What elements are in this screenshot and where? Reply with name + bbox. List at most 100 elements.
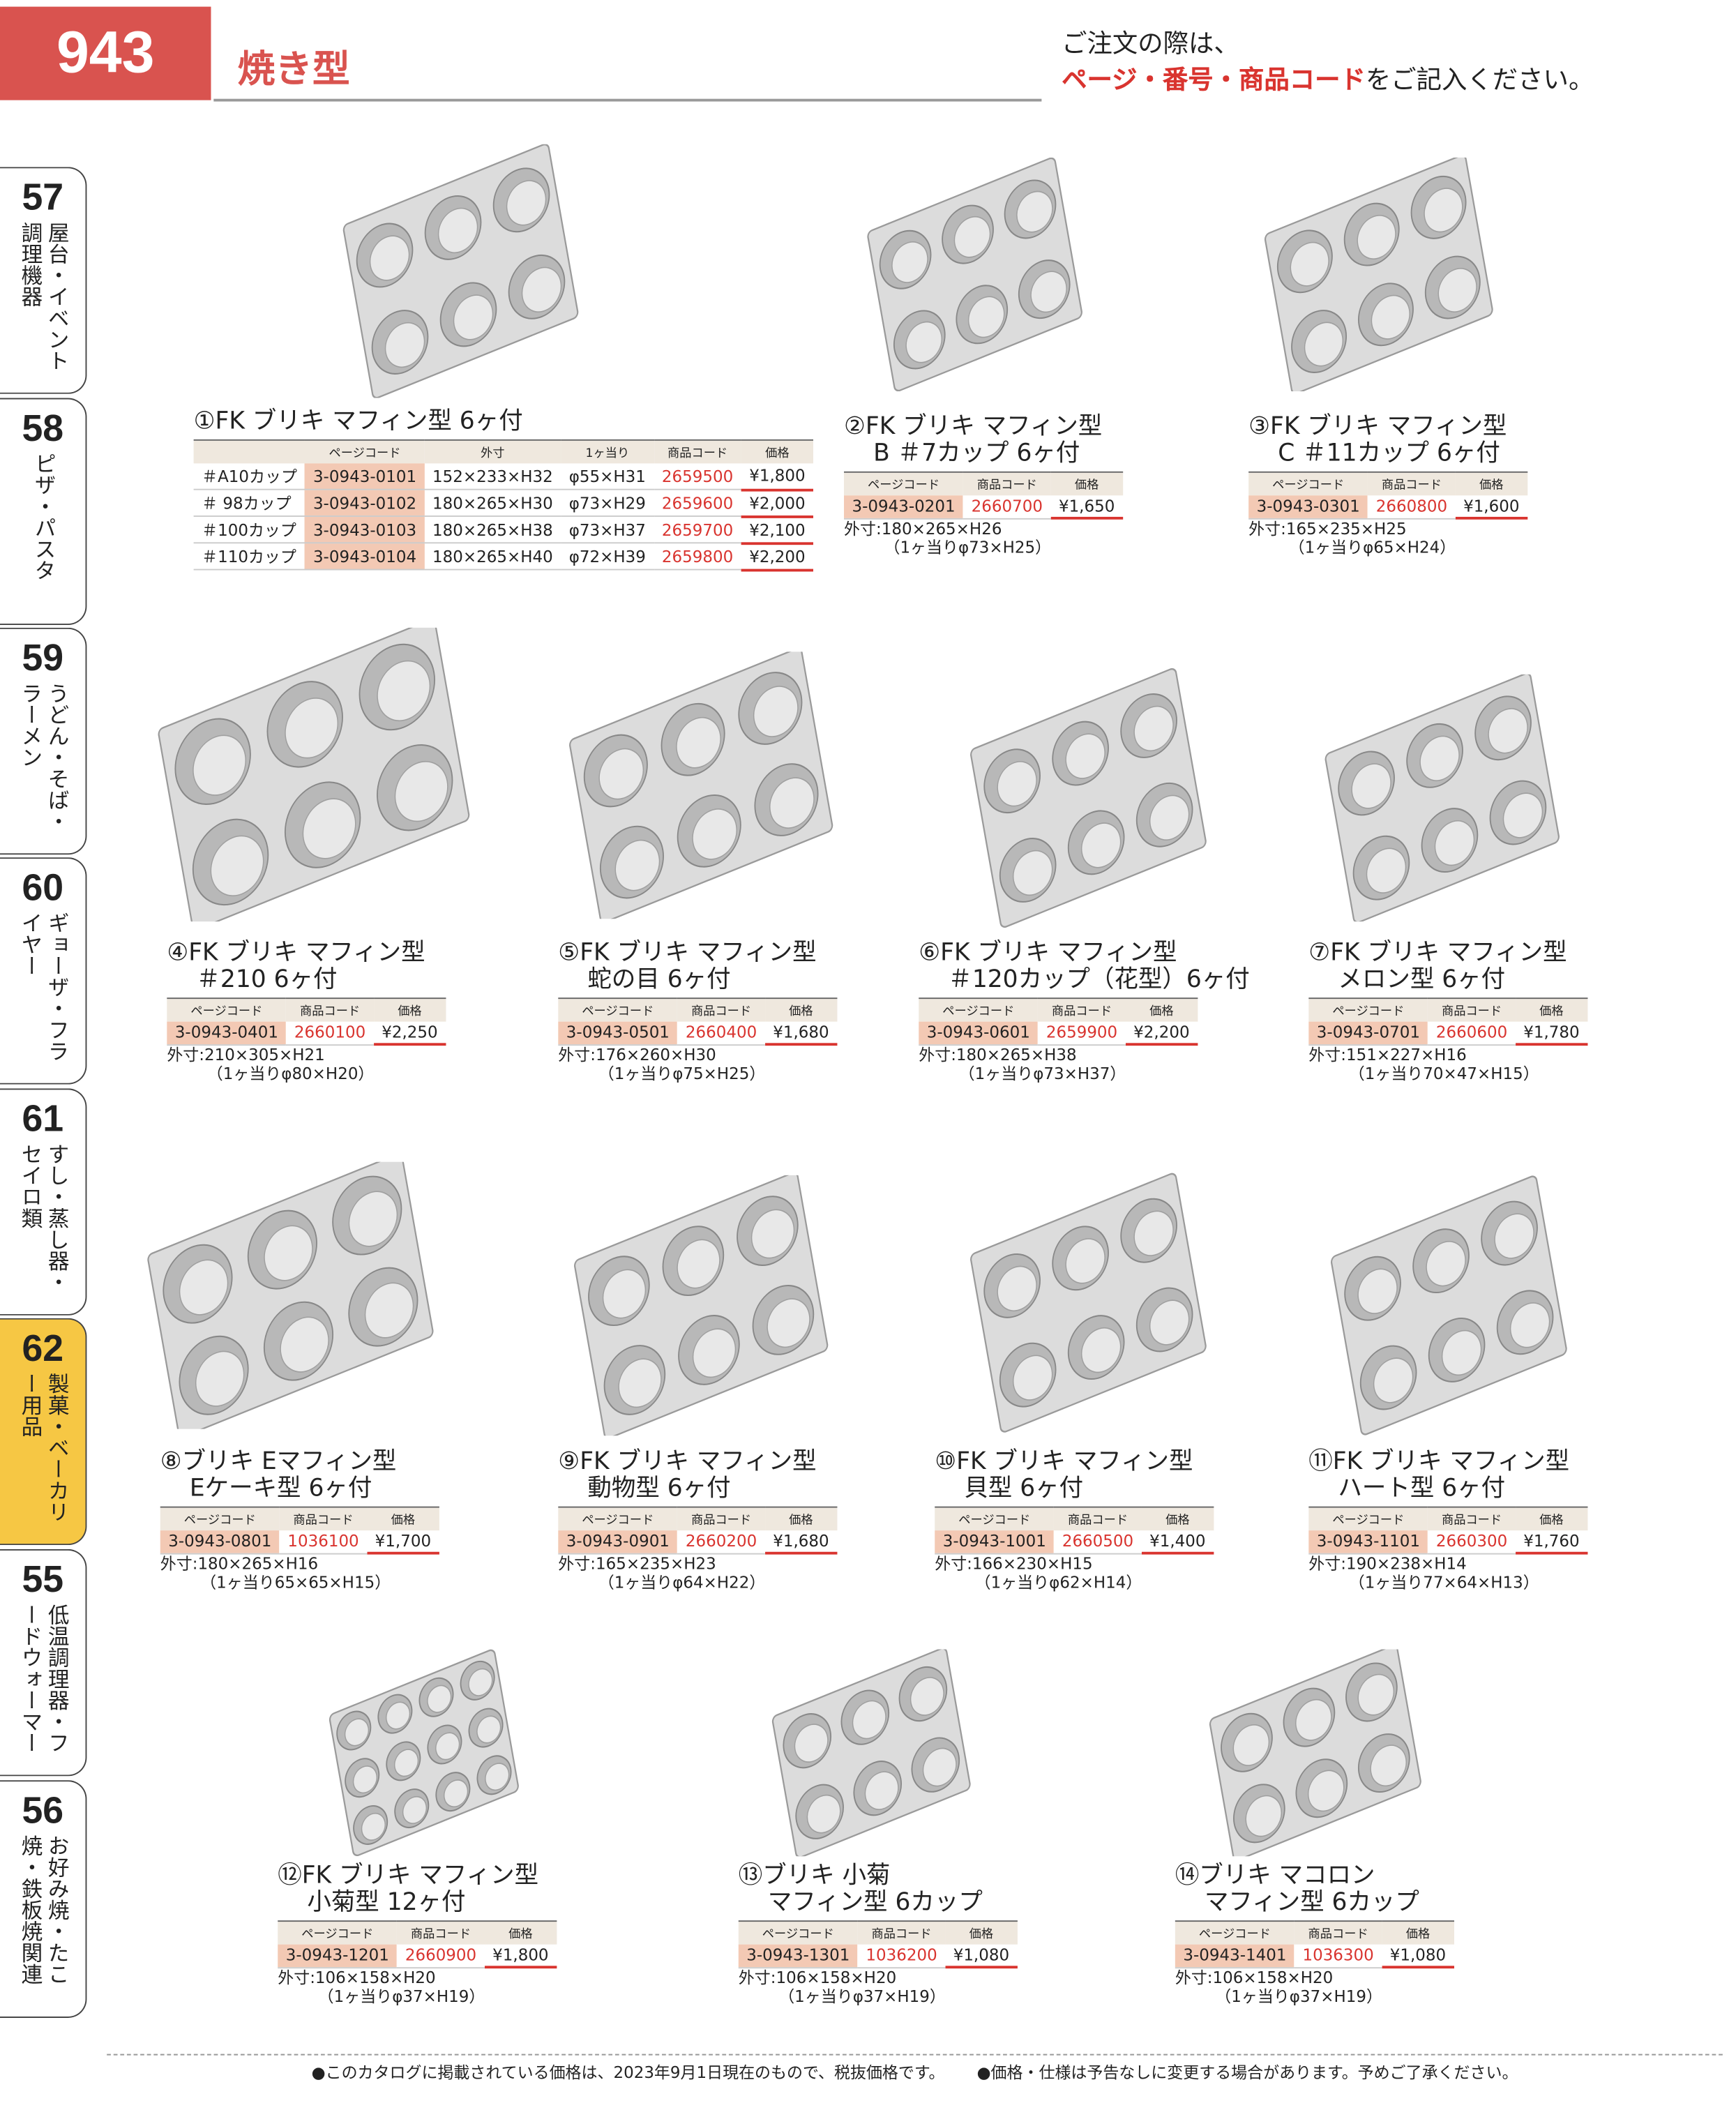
tab-label: 低温調理器・フードウォーマー xyxy=(17,1604,70,1754)
table-cell: 180×265×H30 xyxy=(424,489,561,517)
table-row: ＃ 98カップ 3-0943-0102 180×265×H30 φ73×H29 2659… xyxy=(193,489,814,518)
cup xyxy=(602,1269,647,1319)
cup xyxy=(997,1265,1037,1312)
product-title: マフィン型 6カップ xyxy=(1204,1888,1419,1917)
table-header: ページコード 商品コード 価格 xyxy=(1308,1506,1588,1531)
product-image xyxy=(970,1173,1207,1433)
cup xyxy=(1245,1795,1282,1837)
cup xyxy=(264,1225,313,1281)
product: ⑩FK ブリキ マフィン型 貝型 6ヶ付 ページコード 商品コード 価格 3-0943-1… xyxy=(935,1447,1214,1592)
dimensions: （1ヶ当りφ73×H37） xyxy=(958,1064,1126,1083)
price-table: ページコード 商品コード 価格 3-0943-0701 2660600 ¥1,780 xyxy=(1308,997,1588,1046)
side-tab: 62 製菓・ベーカリー用品 xyxy=(0,1318,87,1546)
cup xyxy=(692,808,737,860)
cup xyxy=(1065,1238,1105,1284)
header-cell: 価格 xyxy=(741,439,814,464)
table-row: 3-0943-1001 2660500 ¥1,400 xyxy=(935,1530,1214,1555)
table-cell: 3-0943-0102 xyxy=(305,489,425,517)
table-row: 3-0943-0201 2660700 ¥1,650 xyxy=(844,495,1123,520)
cup xyxy=(1149,794,1190,841)
product-title: ⑭ブリキ マコロン xyxy=(1175,1861,1375,1890)
cup xyxy=(435,1732,460,1761)
cup xyxy=(1290,241,1329,287)
product-title: ⑤FK ブリキ マフィン型 xyxy=(558,938,817,967)
header-cell: ページコード xyxy=(738,1920,858,1945)
table-row: 3-0943-1301 1036200 ¥1,080 xyxy=(738,1944,1018,1969)
table-cell: ¥2,250 xyxy=(373,1021,446,1046)
product-title: ①FK ブリキ マフィン型 6ヶ付 xyxy=(193,407,523,436)
cup xyxy=(1441,1329,1482,1376)
dimensions: 外寸:106×158×H20 xyxy=(278,1968,436,1987)
product-image xyxy=(569,651,833,919)
cup xyxy=(905,321,942,363)
price-table: ページコード 商品コード 価格 3-0943-1201 2660900 ¥1,800 xyxy=(278,1920,557,1969)
table-header: ページコード 商品コード 価格 xyxy=(738,1920,1018,1945)
product: ⑦FK ブリキ マフィン型 メロン型 6ヶ付 ページコード 商品コード 価格 3-0943… xyxy=(1308,940,1588,1083)
dimensions: （1ヶ当りφ62×H14） xyxy=(974,1573,1142,1592)
cup xyxy=(1133,705,1174,752)
price-table: ページコード 商品コード 価格 3-0943-1101 2660300 ¥1,760 xyxy=(1308,1506,1588,1555)
tray-group xyxy=(1330,1175,1567,1435)
table-cell: φ72×H39 xyxy=(561,543,654,571)
dimensions: （1ヶ当りφ73×H25） xyxy=(884,538,1052,557)
product-title: ⑩FK ブリキ マフィン型 xyxy=(935,1447,1193,1476)
notice-text: をご記入ください。 xyxy=(1365,65,1594,95)
header-cell: ページコード xyxy=(919,997,1039,1022)
header-cell: 商品コード xyxy=(1428,1506,1516,1531)
table-row: 3-0943-0901 2660200 ¥1,680 xyxy=(558,1530,838,1555)
product-image xyxy=(342,144,579,398)
tab-label: ギョーザ・フライヤー xyxy=(17,912,70,1062)
cup xyxy=(1030,271,1067,313)
cup xyxy=(506,180,547,226)
header-cell: 商品コード xyxy=(1294,1920,1382,1945)
header-cell: ページコード xyxy=(305,439,425,464)
product-title: ⑥FK ブリキ マフィン型 xyxy=(919,938,1177,967)
table-cell: 2659800 xyxy=(654,543,741,571)
table-cell: 2659500 xyxy=(654,463,741,490)
header-cell: 価格 xyxy=(367,1506,439,1531)
dimensions: （1ヶ当り70×47×H15） xyxy=(1348,1064,1539,1083)
footer-note: ●このカタログに掲載されている価格は、2023年9月1日現在のもので、税抜価格で… xyxy=(311,2063,945,2082)
table-cell: 180×265×H40 xyxy=(424,543,561,571)
cup xyxy=(967,296,1005,338)
product-image xyxy=(147,1161,434,1429)
dimensions: （1ヶ当りφ64×H22） xyxy=(598,1573,766,1592)
table-header: ページコード 商品コード 価格 xyxy=(844,471,1123,496)
cup xyxy=(384,322,425,368)
tab-number: 61 xyxy=(22,1097,64,1140)
price-table: ページコード 商品コード 価格 3-0943-0301 2660800 ¥1,600 xyxy=(1248,471,1527,520)
header-cell: 価格 xyxy=(1455,471,1527,496)
table-row: ＃100カップ 3-0943-0103 180×265×H38 φ73×H37 2659… xyxy=(193,515,814,545)
cup xyxy=(692,1328,737,1378)
cup xyxy=(1437,268,1477,312)
cup xyxy=(997,761,1037,807)
cup xyxy=(1016,190,1053,233)
price-table: ページコード 外寸 1ヶ当り 商品コード 価格 ＃A10カップ 3-0943-0101 152… xyxy=(193,439,814,571)
side-tab: 58 ピザ・パスタ xyxy=(0,398,87,626)
product-title: 貝型 6ヶ付 xyxy=(964,1474,1084,1502)
table-cell: 2660200 xyxy=(677,1530,765,1554)
cup xyxy=(1434,820,1475,866)
side-tab: 55 低温調理器・フードウォーマー xyxy=(0,1548,87,1777)
cup xyxy=(1013,850,1053,896)
product-image xyxy=(771,1649,971,1857)
table-cell: 2660900 xyxy=(397,1944,485,1968)
product-title: ③FK ブリキ マフィン型 xyxy=(1248,412,1507,441)
product: ③FK ブリキ マフィン型 C ＃11カップ 6ヶ付 ページコード 商品コード 価格 3-… xyxy=(1248,414,1527,557)
header-cell: ページコード xyxy=(1308,997,1428,1022)
dimensions: 外寸:180×265×H38 xyxy=(919,1046,1077,1064)
cup xyxy=(618,1358,662,1408)
table-cell: φ73×H37 xyxy=(561,515,654,544)
table-header: ページコード 商品コード 価格 xyxy=(278,1920,557,1945)
table-cell: 3-0943-0701 xyxy=(1308,1021,1428,1046)
cup xyxy=(1065,733,1105,779)
tray-group xyxy=(970,1173,1207,1433)
table-cell: ¥1,650 xyxy=(1050,495,1123,520)
product-title: 小菊型 12ヶ付 xyxy=(307,1888,466,1917)
header-cell: 価格 xyxy=(1125,997,1198,1022)
cup xyxy=(750,1209,795,1259)
header-cell: 価格 xyxy=(945,1920,1018,1945)
product-image xyxy=(574,1175,829,1436)
cup xyxy=(377,660,431,722)
